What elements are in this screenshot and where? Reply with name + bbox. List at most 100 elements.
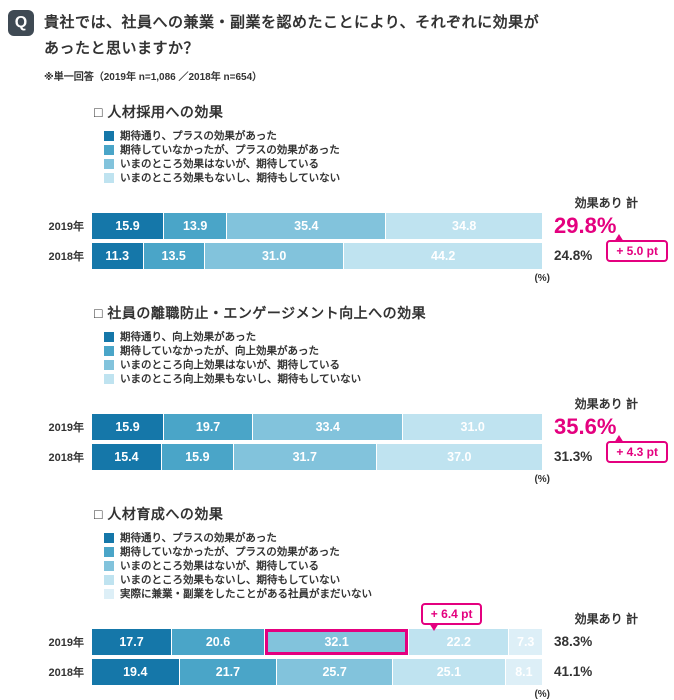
percent-axis-label: (%) bbox=[534, 474, 550, 485]
effect-total-value: 29.8% bbox=[554, 213, 617, 238]
section-title: □ 社員の離職防止・エンゲージメント向上への効果 bbox=[94, 305, 427, 321]
segment-value: 31.7 bbox=[292, 450, 317, 464]
bar-segment: 32.1 bbox=[264, 629, 409, 655]
legend-swatch-icon bbox=[104, 145, 114, 155]
bar-segment: 8.1 bbox=[505, 659, 542, 685]
legend-swatch-icon bbox=[104, 561, 114, 571]
bar-segment: 25.7 bbox=[277, 659, 392, 685]
legend-label: 実際に兼業・副業をしたことがある社員がまだいない bbox=[120, 588, 372, 600]
chart-area: 効果あり 計 2019年 15.9 13.9 35.4 34.8 29.8% 2018年 11.… bbox=[8, 196, 668, 284]
bar-segment: 13.5 bbox=[143, 243, 204, 269]
segment-value: 8.1 bbox=[515, 665, 533, 679]
segment-value: 15.9 bbox=[115, 219, 140, 233]
legend-label: 期待通り、プラスの効果があった bbox=[120, 532, 277, 544]
legend-label: いまのところ向上効果もないし、期待もしていない bbox=[120, 373, 362, 385]
percent-axis-label: (%) bbox=[534, 273, 550, 284]
bar-segment: 7.3 bbox=[509, 629, 542, 655]
legend-label: 期待していなかったが、プラスの効果があった bbox=[120, 144, 340, 156]
segment-value: 37.0 bbox=[447, 450, 472, 464]
stacked-bar: 19.4 21.7 25.7 25.1 8.1 bbox=[92, 659, 542, 685]
stacked-bar: 11.3 13.5 31.0 44.2 bbox=[92, 243, 542, 269]
legend-swatch-icon bbox=[104, 589, 114, 599]
segment-value: 44.2 bbox=[431, 249, 456, 263]
legend-label: いまのところ効果はないが、期待している bbox=[120, 560, 319, 572]
legend-item: 期待通り、向上効果があった bbox=[104, 330, 668, 344]
segment-value: 25.1 bbox=[436, 665, 462, 679]
stacked-bar: 15.9 19.7 33.4 31.0 bbox=[92, 414, 542, 440]
bar-segment: 15.9 bbox=[161, 444, 233, 470]
bar-segment: 19.7 bbox=[164, 414, 253, 440]
legend-item: 期待していなかったが、プラスの効果があった bbox=[104, 545, 668, 559]
effect-total-value: 41.1% bbox=[554, 664, 593, 679]
effect-total-heading: 効果あり 計 bbox=[574, 196, 638, 210]
year-label: 2019年 bbox=[48, 637, 84, 649]
bar-segment: 21.7 bbox=[179, 659, 277, 685]
effect-total-value: 38.3% bbox=[554, 634, 593, 649]
bar-segment: 20.6 bbox=[172, 629, 264, 655]
legend-label: 期待していなかったが、向上効果があった bbox=[120, 345, 319, 357]
chart-section: □ 人材育成への効果 期待通り、プラスの効果があった 期待していなかったが、プラスの… bbox=[8, 504, 668, 700]
bar-row: 2018年 11.3 13.5 31.0 44.2 24.8% bbox=[8, 243, 668, 269]
bar-segment: 31.7 bbox=[233, 444, 376, 470]
bar-segment: 25.1 bbox=[392, 659, 505, 685]
legend-item: 期待通り、プラスの効果があった bbox=[104, 531, 668, 545]
bar-segment: 22.2 bbox=[409, 629, 509, 655]
legend-swatch-icon bbox=[104, 159, 114, 169]
survey-note: ※単一回答（2019年 n=1,086 ／2018年 n=654） bbox=[44, 72, 263, 83]
title-line-1: 貴社では、社員への兼業・副業を認めたことにより、それぞれに効果が bbox=[44, 14, 540, 31]
effect-total-value: 31.3% bbox=[554, 449, 593, 464]
legend-label: いまのところ向上効果はないが、期待している bbox=[120, 359, 340, 371]
legend-item: いまのところ向上効果はないが、期待している bbox=[104, 358, 668, 372]
legend-swatch-icon bbox=[104, 131, 114, 141]
year-label: 2018年 bbox=[48, 251, 84, 263]
effect-total-heading: 効果あり 計 bbox=[574, 612, 638, 626]
segment-value: 32.1 bbox=[324, 635, 349, 649]
legend-swatch-icon bbox=[104, 533, 114, 543]
legend-item: 期待通り、プラスの効果があった bbox=[104, 129, 668, 143]
segment-value: 11.3 bbox=[105, 249, 130, 263]
chart-section: □ 社員の離職防止・エンゲージメント向上への効果期待通り、向上効果があった 期待し… bbox=[8, 303, 668, 485]
legend-label: 期待通り、プラスの効果があった bbox=[120, 130, 277, 142]
segment-value: 31.0 bbox=[460, 420, 485, 434]
segment-value: 15.4 bbox=[114, 450, 139, 464]
stacked-bar: 15.9 13.9 35.4 34.8 bbox=[92, 213, 542, 239]
legend-swatch-icon bbox=[104, 173, 114, 183]
segment-value: 25.7 bbox=[322, 665, 347, 679]
increase-badge: + 5.0 pt bbox=[606, 234, 668, 262]
segment-value: 7.3 bbox=[517, 635, 535, 649]
title-line-2: あったと思いますか？ bbox=[44, 40, 200, 57]
year-label: 2019年 bbox=[48, 422, 84, 434]
segment-value: 17.7 bbox=[119, 635, 144, 649]
year-label: 2019年 bbox=[48, 221, 84, 233]
legend-item: 期待していなかったが、プラスの効果があった bbox=[104, 143, 668, 157]
segment-value: 34.8 bbox=[452, 219, 477, 233]
effect-total-value: 24.8% bbox=[554, 248, 593, 263]
bar-segment: 31.0 bbox=[403, 414, 542, 440]
bar-row: 2019年 17.7 20.6 32.1 22.2 7.3 38.3% bbox=[8, 629, 668, 655]
bar-row: 2019年 15.9 13.9 35.4 34.8 29.8% bbox=[8, 213, 668, 239]
bar-segment: 17.7 bbox=[92, 629, 172, 655]
segment-value: 13.9 bbox=[182, 219, 208, 233]
bar-row: 2019年 15.9 19.7 33.4 31.0 35.6% bbox=[8, 414, 668, 440]
segment-value: 19.4 bbox=[123, 665, 148, 679]
increase-badge: + 4.3 pt bbox=[606, 435, 668, 463]
segment-value: 31.0 bbox=[261, 249, 287, 263]
bar-segment: 15.9 bbox=[92, 213, 164, 239]
legend-label: いまのところ効果はないが、期待している bbox=[120, 158, 319, 170]
legend-swatch-icon bbox=[104, 360, 114, 370]
section-title: □ 人材採用への効果 bbox=[94, 104, 224, 120]
legend-item: いまのところ効果もないし、期待もしていない bbox=[104, 573, 668, 587]
stacked-bar: 17.7 20.6 32.1 22.2 7.3 bbox=[92, 629, 542, 655]
year-label: 2018年 bbox=[48, 667, 84, 679]
header: Q 貴社では、社員への兼業・副業を認めたことにより、それぞれに効果が あったと思… bbox=[8, 10, 668, 83]
effect-total-value: 35.6% bbox=[554, 414, 617, 439]
segment-value: 22.2 bbox=[446, 635, 472, 649]
stacked-bar: 15.4 15.9 31.7 37.0 bbox=[92, 444, 542, 470]
charts: □ 人材採用への効果 期待通り、プラスの効果があった 期待していなかったが、プラスの… bbox=[8, 102, 668, 700]
segment-value: 15.9 bbox=[185, 450, 210, 464]
increase-badge: + 6.4 pt bbox=[420, 603, 483, 631]
legend-label: 期待していなかったが、プラスの効果があった bbox=[120, 546, 340, 558]
legend-swatch-icon bbox=[104, 374, 114, 384]
legend-item: いまのところ効果もないし、期待もしていない bbox=[104, 171, 668, 185]
